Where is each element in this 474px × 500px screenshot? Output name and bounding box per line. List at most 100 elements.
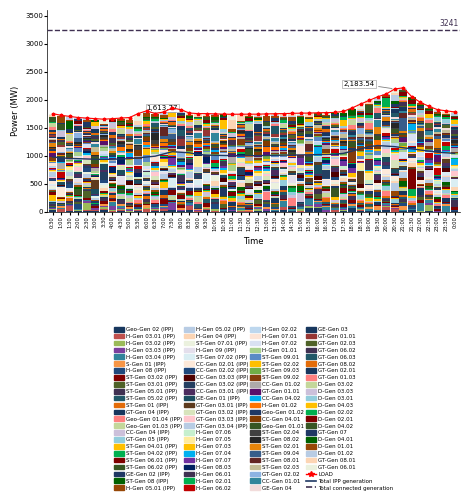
Bar [203, 123, 210, 124]
Bar [254, 204, 262, 206]
Bar [211, 122, 219, 123]
Bar [109, 175, 116, 176]
Bar [83, 134, 91, 136]
Bar [246, 166, 253, 168]
Bar [83, 130, 91, 132]
Bar [126, 166, 133, 167]
Bar [100, 156, 108, 158]
Bar [186, 198, 193, 200]
Bar [374, 196, 382, 198]
Bar [143, 133, 151, 134]
Bar [49, 186, 56, 189]
Bar [263, 164, 270, 165]
Bar [263, 173, 270, 174]
Bar [442, 114, 450, 115]
Bar [331, 159, 339, 165]
Bar [280, 186, 287, 190]
Bar [168, 196, 176, 200]
Bar [117, 164, 125, 165]
Bar [177, 167, 185, 168]
Bar [151, 155, 159, 160]
Bar [134, 180, 142, 182]
Bar [391, 148, 399, 150]
Bar [168, 188, 176, 190]
Bar [194, 175, 202, 179]
Bar [91, 204, 99, 205]
Bar [391, 154, 399, 156]
Bar [374, 175, 382, 180]
Bar [263, 182, 270, 183]
Bar [263, 132, 270, 134]
Bar [297, 113, 304, 116]
Bar [211, 130, 219, 132]
Bar [434, 194, 441, 196]
Bar [408, 163, 416, 166]
Bar [297, 174, 304, 176]
Bar [100, 195, 108, 196]
Bar [348, 204, 356, 206]
Bar [211, 156, 219, 160]
Bar [263, 128, 270, 130]
Bar [160, 159, 168, 160]
Bar [442, 177, 450, 182]
Bar [322, 116, 330, 117]
Bar [100, 206, 108, 209]
Bar [365, 190, 373, 191]
Bar [220, 152, 228, 153]
Bar [211, 142, 219, 144]
Bar [49, 128, 56, 130]
Bar [83, 136, 91, 137]
Bar [100, 201, 108, 203]
Bar [246, 170, 253, 172]
Bar [186, 191, 193, 194]
Bar [228, 150, 236, 152]
Bar [117, 208, 125, 210]
Bar [322, 186, 330, 188]
Bar [83, 172, 91, 174]
Bar [228, 176, 236, 179]
Bar [434, 114, 441, 115]
Bar [246, 198, 253, 200]
Bar [417, 160, 424, 162]
Bar [374, 136, 382, 140]
Bar [383, 206, 390, 208]
Bar [383, 139, 390, 140]
Bar [271, 144, 279, 145]
Bar [297, 184, 304, 186]
Bar [83, 178, 91, 179]
Bar [331, 136, 339, 137]
Bar [228, 172, 236, 174]
Bar [391, 138, 399, 143]
Bar [417, 110, 424, 112]
Bar [400, 170, 407, 172]
Bar [339, 178, 347, 181]
Bar [109, 206, 116, 210]
Bar [237, 114, 245, 120]
Bar [297, 204, 304, 206]
Bar [100, 148, 108, 152]
Bar [271, 161, 279, 162]
Bar [237, 175, 245, 176]
Bar [143, 134, 151, 136]
Bar [57, 196, 65, 197]
Bar [49, 117, 56, 122]
Bar [254, 120, 262, 122]
Bar [126, 170, 133, 172]
Bar [194, 148, 202, 150]
Bar [151, 140, 159, 144]
Bar [383, 129, 390, 133]
Bar [297, 173, 304, 174]
Bar [434, 177, 441, 178]
Bar [425, 190, 433, 191]
Bar [400, 186, 407, 188]
Bar [314, 120, 321, 121]
Bar [49, 132, 56, 134]
Bar [57, 154, 65, 156]
Bar [143, 162, 151, 166]
Bar [117, 184, 125, 185]
Bar [425, 106, 433, 108]
Bar [314, 137, 321, 141]
Bar [237, 166, 245, 167]
Bar [194, 180, 202, 186]
Bar [322, 122, 330, 124]
